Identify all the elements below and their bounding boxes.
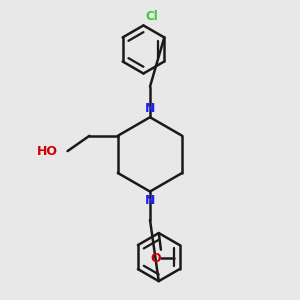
Text: O: O bbox=[150, 252, 161, 265]
Text: N: N bbox=[145, 194, 155, 207]
Text: Cl: Cl bbox=[146, 10, 158, 23]
Text: HO: HO bbox=[37, 145, 58, 158]
Text: N: N bbox=[145, 102, 155, 115]
